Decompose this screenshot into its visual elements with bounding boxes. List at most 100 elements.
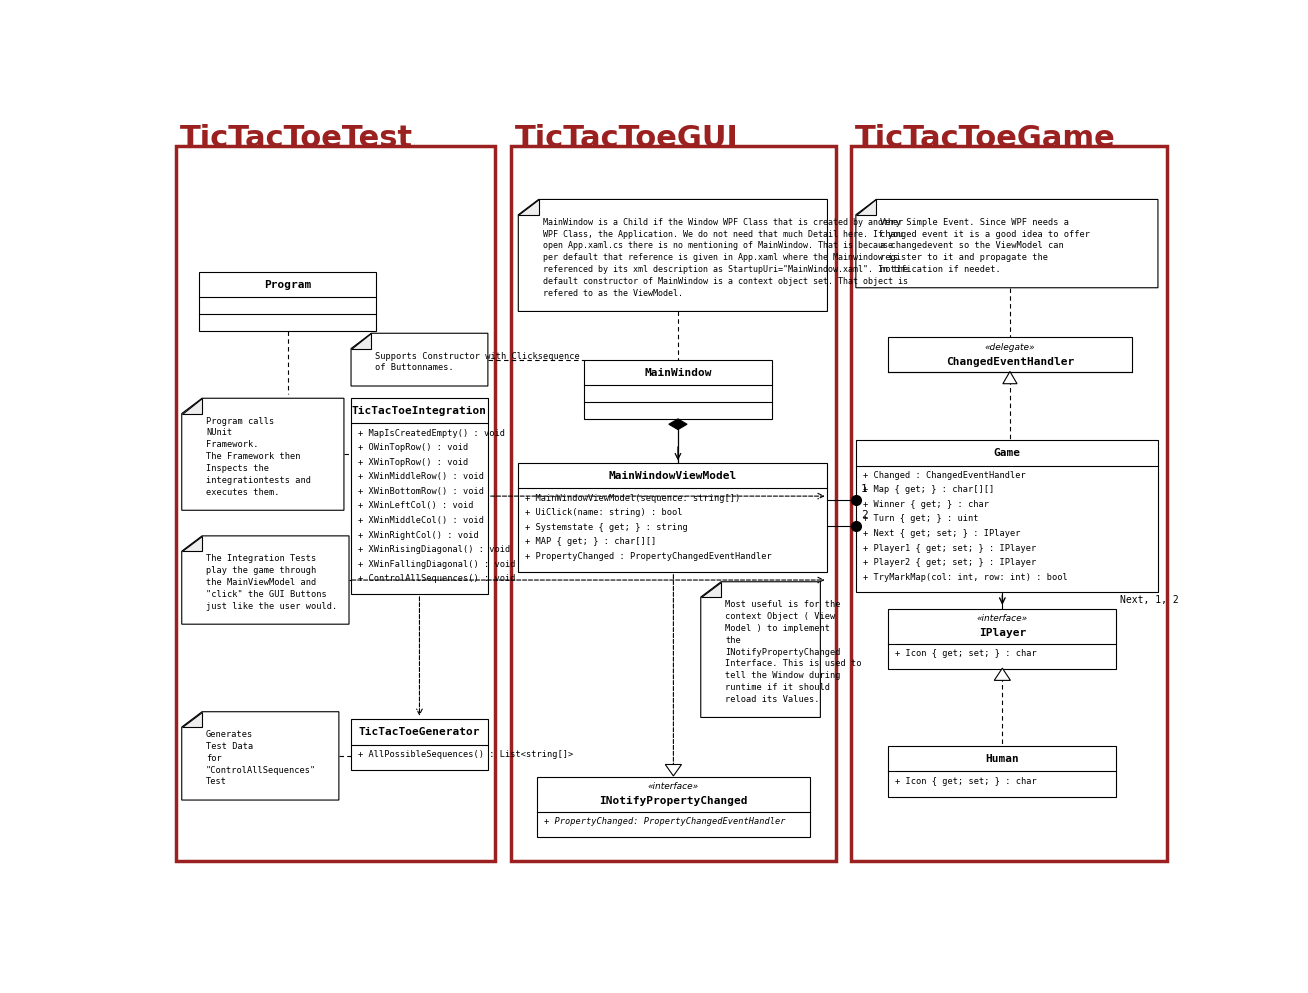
FancyBboxPatch shape — [888, 609, 1117, 669]
Text: + ControlAllSequences() : void: + ControlAllSequences() : void — [358, 574, 515, 583]
Polygon shape — [182, 712, 201, 727]
Text: Interface. This is used to: Interface. This is used to — [725, 659, 862, 668]
Text: + AllPossibleSequences() : List<string[]>: + AllPossibleSequences() : List<string[]… — [358, 750, 573, 759]
Text: + TryMarkMap(col: int, row: int) : bool: + TryMarkMap(col: int, row: int) : bool — [863, 573, 1067, 582]
Text: Program: Program — [264, 280, 311, 290]
Text: Model ) to implement: Model ) to implement — [725, 624, 831, 633]
FancyBboxPatch shape — [536, 777, 810, 837]
Polygon shape — [182, 536, 349, 625]
Text: + Player2 { get; set; } : IPlayer: + Player2 { get; set; } : IPlayer — [863, 558, 1036, 567]
Text: + XWinRisingDiagonal() : void: + XWinRisingDiagonal() : void — [358, 545, 510, 554]
Text: MainWindowViewModel: MainWindowViewModel — [608, 471, 736, 481]
Text: + Systemstate { get; } : string: + Systemstate { get; } : string — [526, 523, 688, 532]
Text: + Player1 { get; set; } : IPlayer: + Player1 { get; set; } : IPlayer — [863, 543, 1036, 552]
Text: tell the Window during: tell the Window during — [725, 671, 841, 680]
Text: «interface»: «interface» — [647, 782, 698, 791]
Polygon shape — [701, 582, 721, 597]
FancyBboxPatch shape — [511, 146, 836, 861]
Text: + Map { get; } : char[][]: + Map { get; } : char[][] — [863, 486, 994, 495]
Polygon shape — [1003, 371, 1018, 383]
Text: Most useful is for the: Most useful is for the — [725, 600, 841, 609]
Text: reload its Values.: reload its Values. — [725, 695, 820, 704]
Text: integrationtests and: integrationtests and — [207, 476, 311, 485]
Text: TicTacToeIntegration: TicTacToeIntegration — [352, 406, 487, 416]
Text: context Object ( View: context Object ( View — [725, 612, 836, 621]
Text: NUnit: NUnit — [207, 428, 233, 438]
Text: WPF Class, the Application. We do not need that much Detail here. If you: WPF Class, the Application. We do not ne… — [543, 229, 903, 238]
Text: changed event it is a good idea to offer: changed event it is a good idea to offer — [880, 229, 1090, 238]
Text: «delegate»: «delegate» — [985, 343, 1035, 352]
Text: + MAP { get; } : char[][]: + MAP { get; } : char[][] — [526, 537, 657, 546]
Text: Framework.: Framework. — [207, 440, 259, 449]
Text: + XWinBottomRow() : void: + XWinBottomRow() : void — [358, 487, 484, 496]
Text: ChangedEventHandler: ChangedEventHandler — [946, 356, 1074, 366]
Text: + XWinMiddleCol() : void: + XWinMiddleCol() : void — [358, 516, 484, 525]
Text: "ControlAllSequences": "ControlAllSequences" — [207, 766, 317, 775]
Text: INotifyPropertyChanged: INotifyPropertyChanged — [599, 796, 748, 806]
FancyBboxPatch shape — [585, 360, 772, 419]
Text: The Integration Tests: The Integration Tests — [207, 554, 317, 563]
Text: INotifyPropertyChanged: INotifyPropertyChanged — [725, 647, 841, 656]
Text: the MainViewModel and: the MainViewModel and — [207, 578, 317, 587]
Text: + MainWindowViewModel(sequence: string[]): + MainWindowViewModel(sequence: string[]… — [526, 494, 740, 502]
Text: + Winner { get; } : char: + Winner { get; } : char — [863, 499, 989, 509]
Text: Supports Constructor with Clicksequence: Supports Constructor with Clicksequence — [375, 352, 581, 360]
Polygon shape — [182, 712, 339, 800]
Text: «interface»: «interface» — [977, 614, 1028, 623]
Polygon shape — [855, 200, 876, 214]
Text: default constructor of MainWindow is a context object set. That object is: default constructor of MainWindow is a c… — [543, 277, 908, 286]
FancyBboxPatch shape — [175, 146, 494, 861]
Polygon shape — [351, 334, 371, 349]
Text: + XWinTopRow() : void: + XWinTopRow() : void — [358, 458, 468, 467]
Polygon shape — [182, 398, 201, 413]
Text: a changedevent so the ViewModel can: a changedevent so the ViewModel can — [880, 241, 1063, 250]
Text: Very Simple Event. Since WPF needs a: Very Simple Event. Since WPF needs a — [880, 217, 1069, 226]
Text: + XWinFallingDiagonal() : void: + XWinFallingDiagonal() : void — [358, 560, 515, 569]
Text: per default that reference is given in App.xaml where the Mainwindow is: per default that reference is given in A… — [543, 253, 897, 262]
Text: of Buttonnames.: of Buttonnames. — [375, 363, 454, 372]
Text: executes them.: executes them. — [207, 488, 280, 496]
Text: + PropertyChanged: PropertyChangedEventHandler: + PropertyChanged: PropertyChangedEventH… — [544, 817, 785, 826]
Text: play the game through: play the game through — [207, 566, 317, 575]
Text: MainWindow is a Child if the Window WPF Class that is created by another: MainWindow is a Child if the Window WPF … — [543, 217, 903, 226]
Text: referenced by its xml description as StartupUri="MainWindow.xaml". In the: referenced by its xml description as Sta… — [543, 265, 908, 274]
Polygon shape — [518, 200, 539, 214]
Text: + Changed : ChangedEventHandler: + Changed : ChangedEventHandler — [863, 471, 1025, 480]
Text: "click" the GUI Buttons: "click" the GUI Buttons — [207, 590, 327, 599]
Text: TicTacToeTest: TicTacToeTest — [179, 124, 413, 153]
Text: + Icon { get; set; } : char: + Icon { get; set; } : char — [896, 777, 1037, 785]
Polygon shape — [855, 200, 1158, 288]
FancyBboxPatch shape — [888, 337, 1131, 372]
Text: for: for — [207, 754, 222, 763]
Text: Generates: Generates — [207, 730, 254, 739]
FancyBboxPatch shape — [888, 746, 1117, 796]
Text: + MapIsCreatedEmpty() : void: + MapIsCreatedEmpty() : void — [358, 429, 505, 438]
Polygon shape — [701, 582, 820, 718]
Text: Test: Test — [207, 778, 228, 786]
Text: + XWinMiddleRow() : void: + XWinMiddleRow() : void — [358, 473, 484, 482]
Text: + XWinRightCol() : void: + XWinRightCol() : void — [358, 530, 479, 539]
FancyBboxPatch shape — [518, 463, 828, 572]
Text: + Turn { get; } : uint: + Turn { get; } : uint — [863, 514, 978, 523]
Text: the: the — [725, 636, 740, 644]
Text: + Next { get; set; } : IPlayer: + Next { get; set; } : IPlayer — [863, 529, 1020, 538]
Text: 2: 2 — [861, 509, 867, 519]
FancyBboxPatch shape — [351, 719, 488, 770]
Text: just like the user would.: just like the user would. — [207, 602, 337, 611]
Polygon shape — [666, 765, 681, 776]
Text: 1: 1 — [861, 484, 867, 494]
Text: TicTacToeGenerator: TicTacToeGenerator — [358, 727, 480, 737]
Polygon shape — [182, 398, 344, 510]
Text: runtime if it should: runtime if it should — [725, 683, 831, 692]
Text: TicTacToeGame: TicTacToeGame — [855, 124, 1116, 153]
Text: IPlayer: IPlayer — [978, 628, 1025, 638]
Polygon shape — [518, 200, 828, 312]
Polygon shape — [182, 536, 201, 551]
Text: + UiClick(name: string) : bool: + UiClick(name: string) : bool — [526, 508, 683, 517]
Text: notification if needet.: notification if needet. — [880, 265, 1001, 274]
FancyBboxPatch shape — [351, 398, 488, 594]
Polygon shape — [668, 419, 687, 430]
Text: The Framework then: The Framework then — [207, 452, 301, 461]
Text: + PropertyChanged : PropertyChangedEventHandler: + PropertyChanged : PropertyChangedEvent… — [526, 552, 772, 561]
Text: Game: Game — [993, 448, 1020, 458]
